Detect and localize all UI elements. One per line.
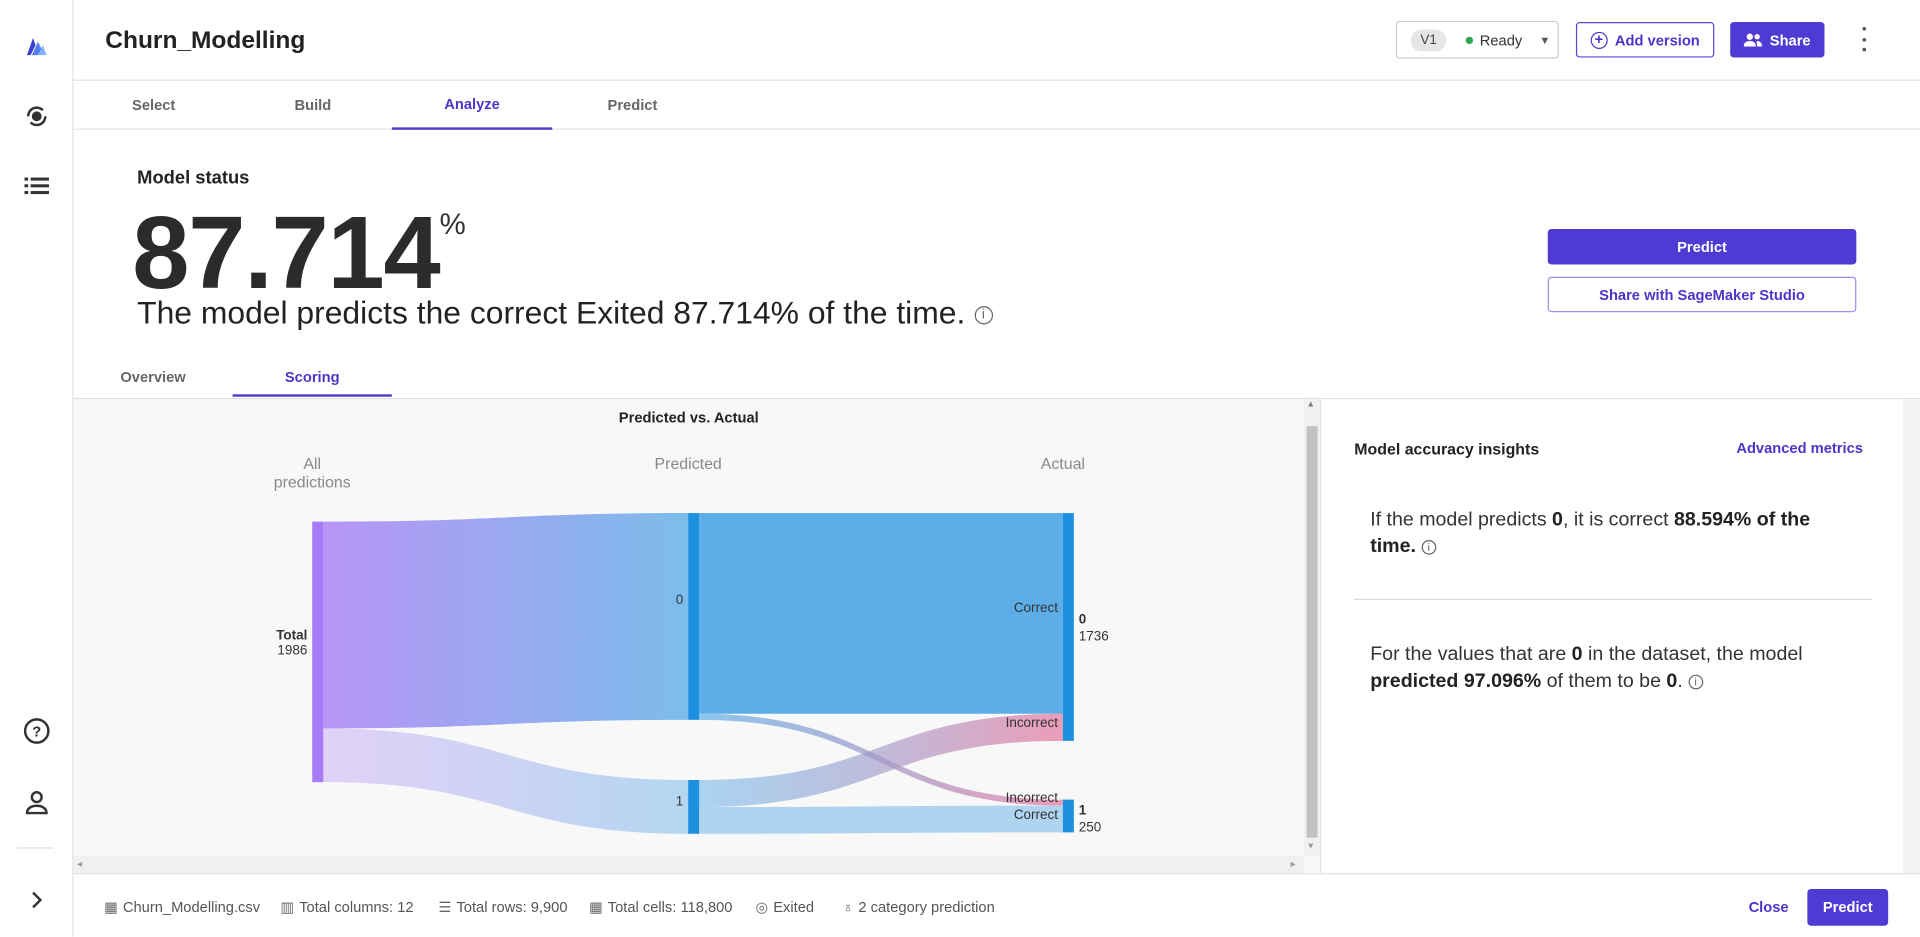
sub-tabs: Overview Scoring <box>73 360 1920 398</box>
node-value-act1: 250 <box>1079 819 1101 834</box>
link-label-correct-1: Correct <box>1014 807 1058 822</box>
scroll-right-icon[interactable]: ▸ <box>1290 858 1296 870</box>
main-tabs: Select Build Analyze Predict <box>73 81 1920 130</box>
share-sagemaker-studio-button[interactable]: Share with SageMaker Studio <box>1547 276 1857 313</box>
column-label-predicted: Predicted <box>654 454 722 473</box>
link-pred0-act1 <box>699 713 1063 806</box>
header: Churn_Modelling V1 Ready ▼ + Add version… <box>73 0 1920 81</box>
link-label-correct-0: Correct <box>1014 600 1058 615</box>
target-icon: ◎ <box>755 898 769 916</box>
link-total-pred0 <box>323 513 689 729</box>
accuracy-sentence-text: The model predicts the correct Exited 87… <box>137 293 966 331</box>
add-version-label: Add version <box>1614 31 1700 49</box>
model-cycle-icon[interactable] <box>22 102 51 131</box>
rows-icon: ☰ <box>438 898 452 916</box>
plus-circle-icon: + <box>1590 31 1608 49</box>
insights-panel: Model accuracy insights Advanced metrics… <box>1320 397 1920 875</box>
help-icon[interactable]: ? <box>22 716 51 745</box>
sidebar: ? <box>0 0 74 937</box>
info-icon[interactable]: i <box>1421 539 1437 555</box>
model-status-heading: Model status <box>137 167 250 189</box>
svg-text:?: ? <box>32 725 41 741</box>
column-label-all: All predictions <box>273 454 351 492</box>
accuracy-unit: % <box>439 208 466 242</box>
cells-icon: ▦ <box>588 898 603 916</box>
users-icon <box>1744 33 1763 47</box>
footer-predict-button[interactable]: Predict <box>1807 888 1889 926</box>
footer-cells: ▦ Total cells: 118,800 <box>588 898 733 916</box>
column-label-actual: Actual <box>1040 454 1085 473</box>
page-title: Churn_Modelling <box>105 26 306 54</box>
more-options-icon[interactable] <box>1859 26 1869 52</box>
info-icon[interactable]: i <box>974 305 993 325</box>
columns-icon: ▥ <box>280 898 295 916</box>
tab-build[interactable]: Build <box>294 96 332 114</box>
node-pred0 <box>688 513 700 720</box>
insights-heading: Model accuracy insights <box>1354 439 1540 458</box>
chevron-down-icon: ▼ <box>1539 33 1551 46</box>
tab-scoring[interactable]: Scoring <box>232 360 392 397</box>
accuracy-value: 87.714 <box>132 194 440 310</box>
link-label-incorrect-1: Incorrect <box>1006 790 1059 805</box>
insight-divider <box>1354 598 1873 601</box>
node-value-act0: 1736 <box>1079 628 1109 643</box>
link-total-pred1 <box>323 728 689 834</box>
advanced-metrics-link[interactable]: Advanced metrics <box>1736 439 1863 457</box>
user-icon[interactable] <box>22 787 51 816</box>
insight-recall: For the values that are 0 in the dataset… <box>1370 644 1803 692</box>
node-label-act0: 0 <box>1079 611 1086 626</box>
share-button[interactable]: Share <box>1730 22 1825 58</box>
node-act1 <box>1062 799 1074 833</box>
tab-select[interactable]: Select <box>132 96 176 114</box>
horizontal-scrollbar[interactable]: ◂ ▸ <box>73 855 1305 874</box>
chart-title: Predicted vs. Actual <box>618 408 759 427</box>
tab-overview[interactable]: Overview <box>120 368 186 386</box>
version-badge: V1 <box>1410 28 1447 51</box>
node-value-total: 1986 <box>277 642 307 657</box>
tab-analyze[interactable]: Analyze <box>391 81 553 130</box>
footer-file: ▦ Churn_Modelling.csv <box>104 898 261 916</box>
version-select[interactable]: V1 Ready ▼ <box>1395 20 1559 59</box>
add-version-button[interactable]: + Add version <box>1575 22 1715 58</box>
table-icon: ▦ <box>104 898 118 916</box>
footer-target: ◎ Exited <box>755 898 815 916</box>
footer-type: ♁ 2 category prediction <box>842 898 995 916</box>
scrollbar-thumb[interactable] <box>1306 426 1318 838</box>
share-label: Share <box>1769 31 1811 49</box>
node-pred1 <box>688 780 700 834</box>
predicted-vs-actual-chart: Predicted vs. Actual All predictions Pre… <box>73 397 1321 874</box>
version-status: Ready <box>1479 31 1523 49</box>
footer-rows: ☰ Total rows: 9,900 <box>438 898 568 916</box>
footer: ▦ Churn_Modelling.csv ▥ Total columns: 12 … <box>73 873 1920 937</box>
status-dot-icon <box>1466 36 1474 44</box>
logo-icon[interactable] <box>22 32 51 61</box>
node-act0 <box>1062 513 1074 741</box>
scroll-down-icon[interactable]: ▼ <box>1306 842 1316 852</box>
close-button[interactable]: Close <box>1748 898 1789 916</box>
link-pred0-act0 <box>699 513 1063 714</box>
insight-precision: If the model predicts 0, it is correct 8… <box>1370 509 1811 558</box>
lightbulb-icon: ♁ <box>842 898 854 916</box>
node-label-pred1: 1 <box>676 794 683 809</box>
footer-columns: ▥ Total columns: 12 <box>280 898 414 916</box>
right-scrollbar[interactable] <box>1902 399 1920 875</box>
link-pred1-act1 <box>699 805 1063 834</box>
tab-predict[interactable]: Predict <box>607 96 658 114</box>
scroll-left-icon[interactable]: ◂ <box>77 858 83 870</box>
scroll-up-icon[interactable]: ▲ <box>1306 400 1316 409</box>
node-label-pred0: 0 <box>676 592 683 607</box>
node-label-act1: 1 <box>1079 802 1087 817</box>
info-icon[interactable]: i <box>1688 674 1703 690</box>
expand-chevron-icon[interactable] <box>22 885 51 914</box>
list-icon[interactable] <box>22 171 51 200</box>
link-label-incorrect-0: Incorrect <box>1006 715 1059 730</box>
node-label-total: Total <box>276 628 307 643</box>
vertical-scrollbar[interactable]: ▲ ▼ <box>1304 399 1321 856</box>
predict-button[interactable]: Predict <box>1547 228 1857 265</box>
sidebar-divider <box>17 847 54 849</box>
accuracy-sentence: The model predicts the correct Exited 87… <box>137 293 993 332</box>
node-total <box>312 521 324 783</box>
